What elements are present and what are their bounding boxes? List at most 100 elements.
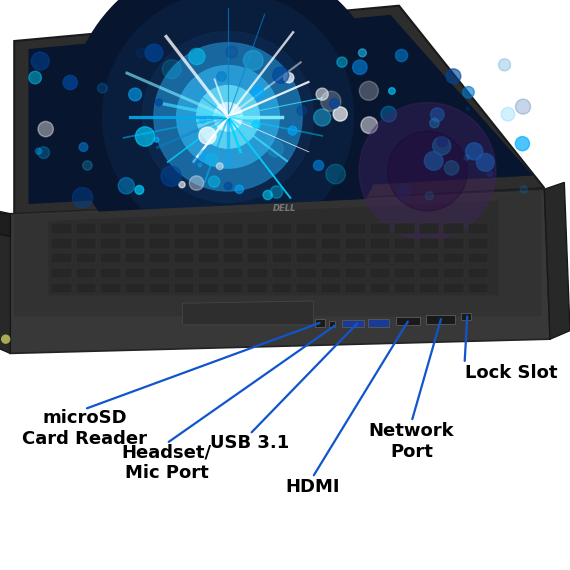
Polygon shape <box>100 238 121 249</box>
Circle shape <box>177 66 279 168</box>
Polygon shape <box>100 283 121 293</box>
Circle shape <box>433 137 451 155</box>
Circle shape <box>225 182 232 190</box>
Circle shape <box>396 50 408 62</box>
Polygon shape <box>10 189 550 353</box>
Circle shape <box>217 72 226 81</box>
Polygon shape <box>342 320 364 327</box>
Polygon shape <box>198 253 219 263</box>
Text: Headset/
Mic Port: Headset/ Mic Port <box>121 443 211 482</box>
Text: HDMI: HDMI <box>285 478 340 496</box>
Polygon shape <box>247 223 268 234</box>
Polygon shape <box>296 253 317 263</box>
Circle shape <box>72 188 93 208</box>
Polygon shape <box>125 253 145 263</box>
Polygon shape <box>14 6 544 217</box>
Circle shape <box>226 46 238 58</box>
Circle shape <box>425 192 433 200</box>
Polygon shape <box>394 223 415 234</box>
Circle shape <box>200 117 206 123</box>
Polygon shape <box>370 238 390 249</box>
Circle shape <box>156 99 162 106</box>
Circle shape <box>389 88 395 94</box>
Circle shape <box>136 127 155 146</box>
Circle shape <box>337 57 347 67</box>
Polygon shape <box>321 223 341 234</box>
Polygon shape <box>396 317 420 325</box>
Polygon shape <box>100 268 121 278</box>
Circle shape <box>97 83 107 93</box>
Polygon shape <box>370 283 390 293</box>
Circle shape <box>430 119 439 128</box>
Polygon shape <box>0 211 10 353</box>
Polygon shape <box>443 238 464 249</box>
Circle shape <box>68 0 388 276</box>
Text: microSD
Card Reader: microSD Card Reader <box>22 409 147 448</box>
Circle shape <box>189 176 203 190</box>
Polygon shape <box>149 238 170 249</box>
Polygon shape <box>345 238 366 249</box>
Circle shape <box>397 185 410 198</box>
Circle shape <box>217 163 223 170</box>
Polygon shape <box>272 283 292 293</box>
Text: DELL: DELL <box>273 203 297 213</box>
Circle shape <box>466 142 483 160</box>
Circle shape <box>464 155 469 160</box>
Polygon shape <box>370 268 390 278</box>
Polygon shape <box>198 268 219 278</box>
Polygon shape <box>468 268 488 278</box>
Circle shape <box>463 87 474 98</box>
Polygon shape <box>272 268 292 278</box>
Circle shape <box>314 109 331 126</box>
Circle shape <box>252 86 264 98</box>
Polygon shape <box>443 268 464 278</box>
Circle shape <box>154 43 302 191</box>
Polygon shape <box>544 182 570 339</box>
Circle shape <box>430 108 444 121</box>
Polygon shape <box>419 268 439 278</box>
Circle shape <box>329 99 339 108</box>
Polygon shape <box>443 223 464 234</box>
Circle shape <box>270 186 283 198</box>
Polygon shape <box>223 283 243 293</box>
Circle shape <box>424 152 443 170</box>
Circle shape <box>477 153 494 171</box>
Polygon shape <box>125 268 145 278</box>
Polygon shape <box>345 223 366 234</box>
Circle shape <box>515 99 531 114</box>
Circle shape <box>267 141 283 157</box>
Polygon shape <box>223 223 243 234</box>
Polygon shape <box>149 253 170 263</box>
Circle shape <box>103 0 353 242</box>
Circle shape <box>198 164 202 167</box>
Polygon shape <box>174 253 194 263</box>
Polygon shape <box>125 238 145 249</box>
Polygon shape <box>182 301 314 325</box>
Circle shape <box>501 107 515 121</box>
Circle shape <box>520 186 527 193</box>
Polygon shape <box>198 223 219 234</box>
Circle shape <box>161 166 181 186</box>
Circle shape <box>209 176 219 188</box>
Polygon shape <box>51 238 72 249</box>
Circle shape <box>199 127 216 144</box>
Circle shape <box>326 164 345 184</box>
Polygon shape <box>321 253 341 263</box>
Circle shape <box>272 67 289 83</box>
Polygon shape <box>198 283 219 293</box>
Polygon shape <box>394 238 415 249</box>
Circle shape <box>2 335 10 343</box>
Circle shape <box>189 48 205 64</box>
Polygon shape <box>468 238 488 249</box>
Circle shape <box>38 146 50 158</box>
Polygon shape <box>419 253 439 263</box>
Polygon shape <box>0 214 10 237</box>
Polygon shape <box>149 268 170 278</box>
Polygon shape <box>394 253 415 263</box>
Circle shape <box>31 52 49 70</box>
Circle shape <box>35 148 42 154</box>
Circle shape <box>162 60 181 79</box>
Circle shape <box>361 117 377 133</box>
Circle shape <box>137 49 145 58</box>
Polygon shape <box>51 223 72 234</box>
